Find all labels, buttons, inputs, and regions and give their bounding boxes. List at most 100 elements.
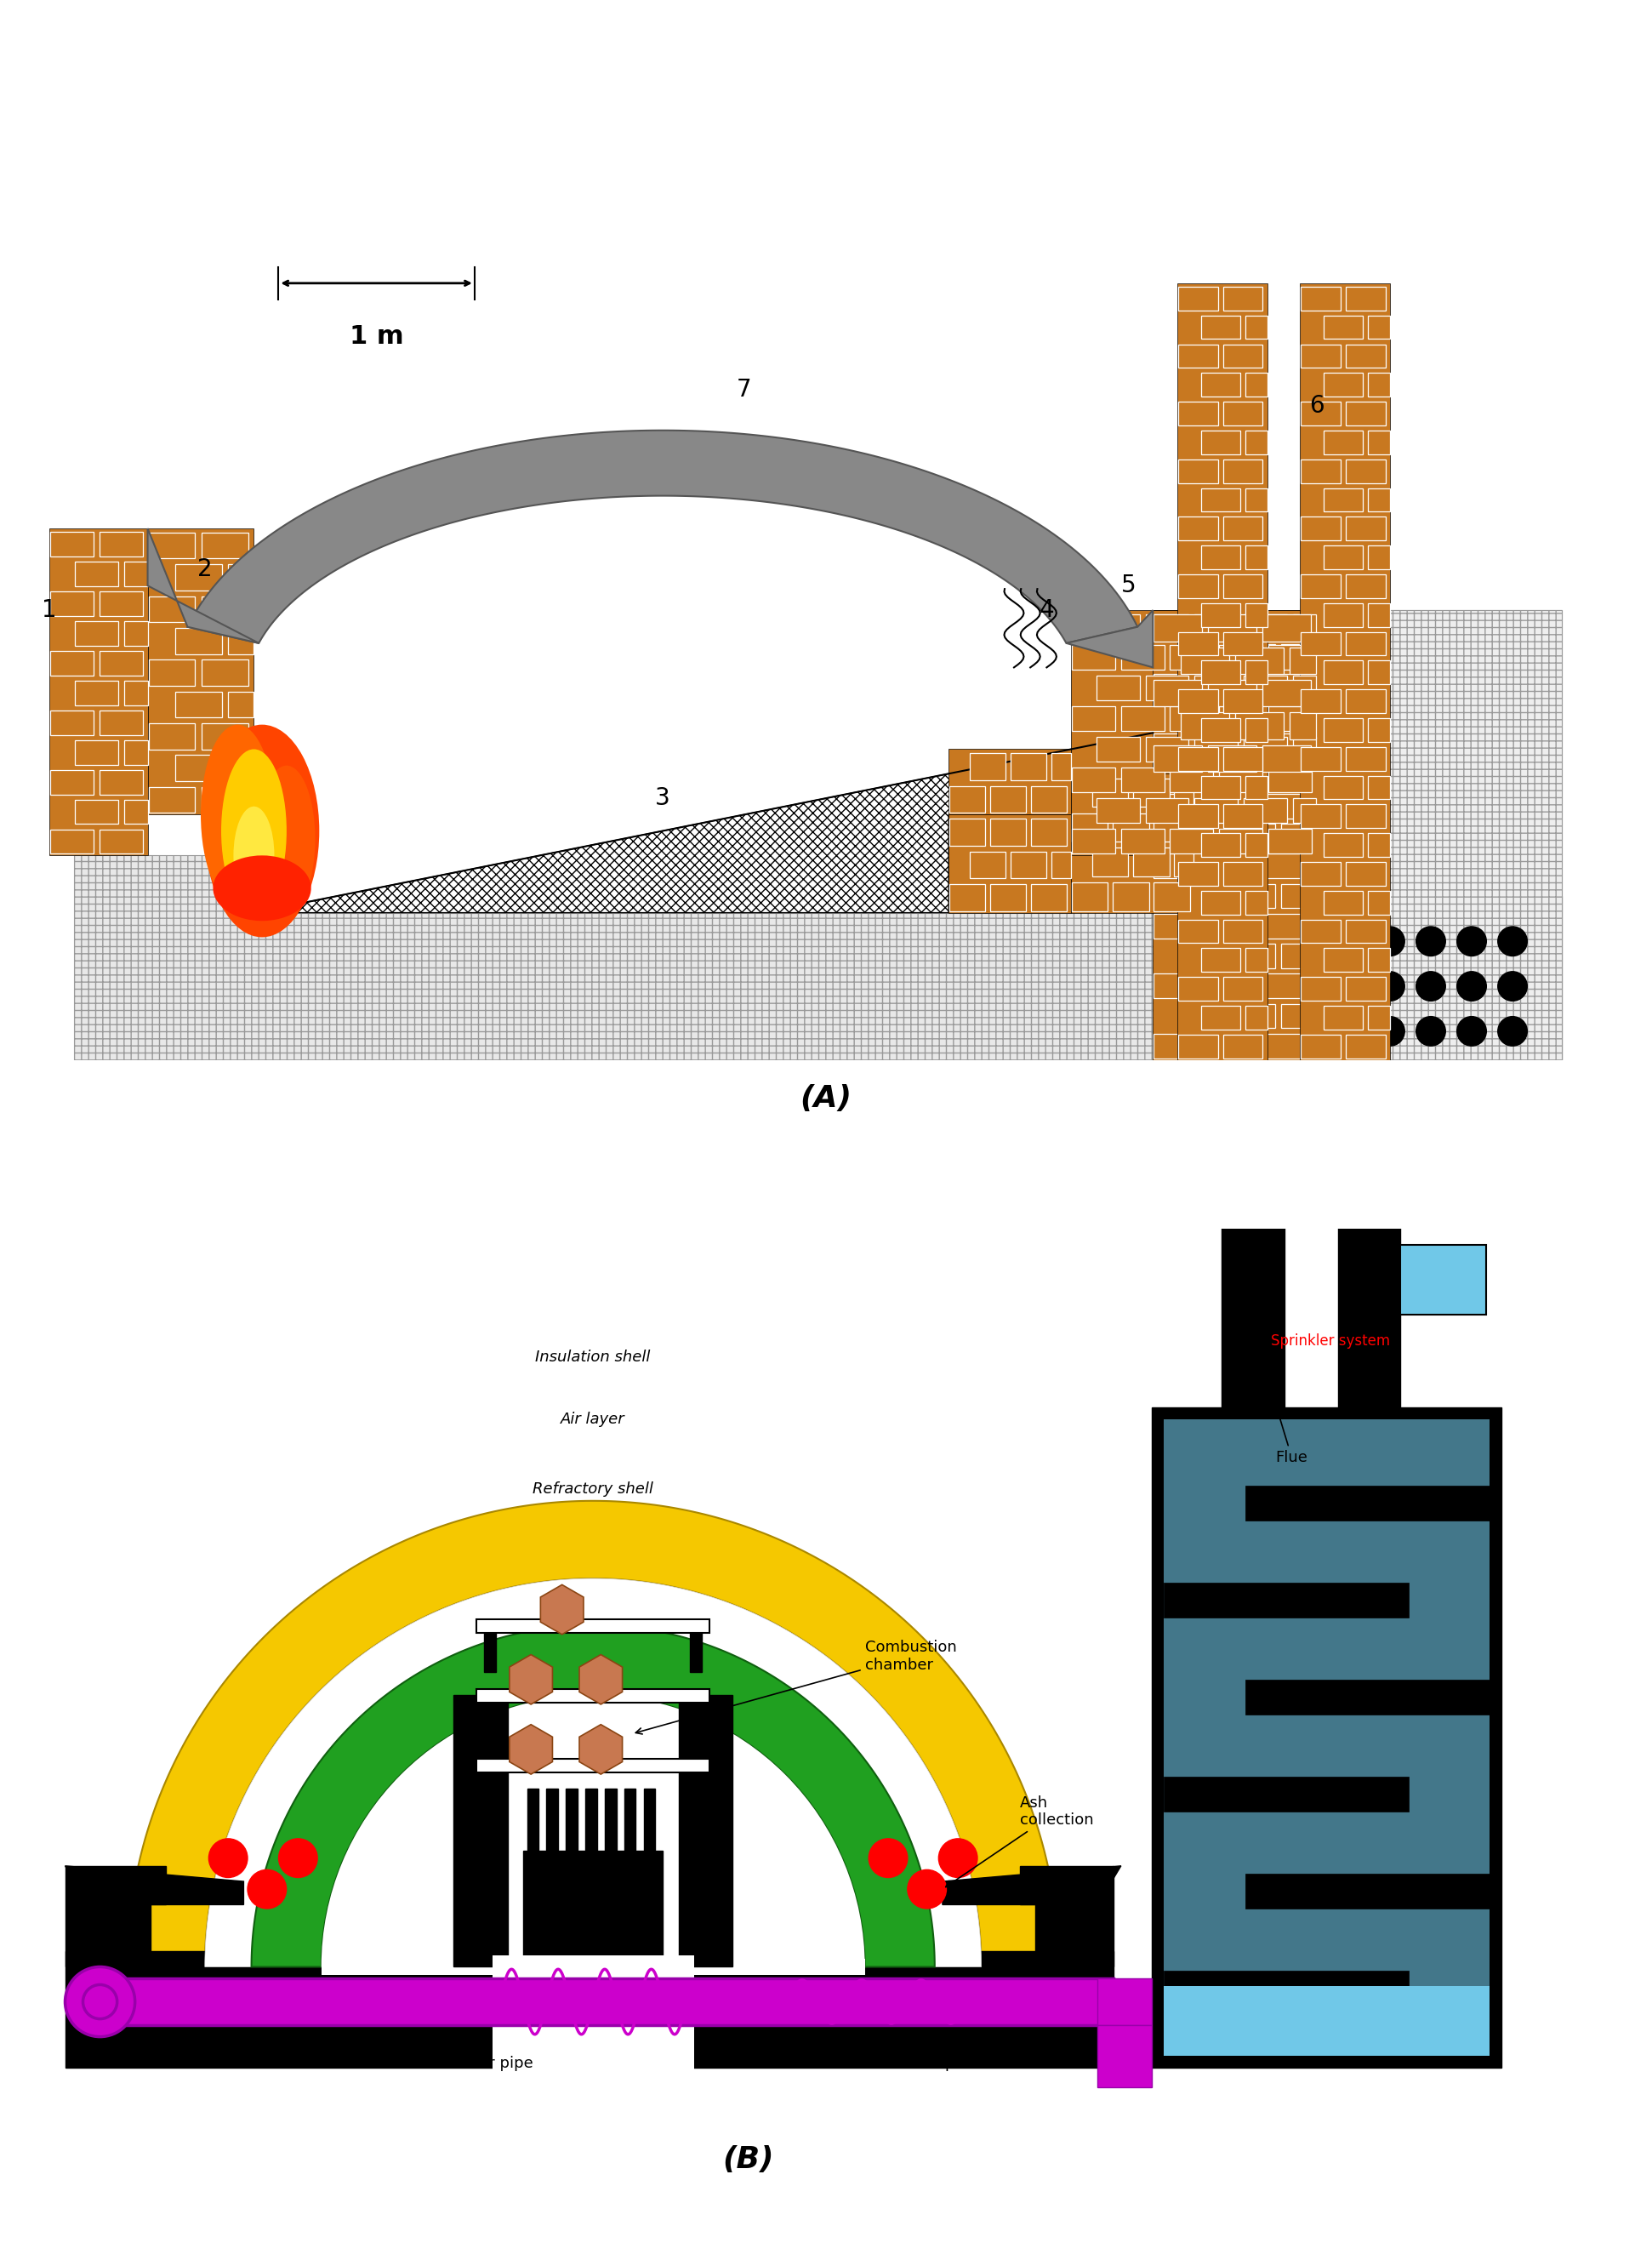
Bar xyxy=(1178,344,1218,368)
Text: Air layer: Air layer xyxy=(562,1410,624,1426)
Bar xyxy=(89,1978,1113,2025)
Bar xyxy=(1262,615,1310,642)
Bar xyxy=(1180,764,1224,789)
Bar xyxy=(1244,737,1287,762)
Bar xyxy=(1307,673,1351,698)
Bar xyxy=(1070,773,1194,913)
Circle shape xyxy=(1213,1017,1241,1046)
Bar xyxy=(1201,545,1241,570)
Ellipse shape xyxy=(202,725,274,904)
Bar xyxy=(1153,615,1201,642)
Polygon shape xyxy=(147,529,1153,913)
Bar xyxy=(691,1702,702,1742)
Circle shape xyxy=(1252,1017,1282,1046)
Bar xyxy=(50,592,94,617)
Bar xyxy=(948,748,1070,814)
Bar xyxy=(1256,793,1300,818)
Bar xyxy=(50,651,94,676)
Bar xyxy=(1333,825,1358,848)
Bar xyxy=(1231,825,1275,848)
Bar xyxy=(1368,488,1389,511)
Text: (B): (B) xyxy=(722,2145,775,2174)
Bar xyxy=(1178,1035,1218,1058)
Bar xyxy=(1300,861,1340,886)
Polygon shape xyxy=(251,1625,935,1966)
Bar xyxy=(1219,705,1262,732)
Bar xyxy=(1178,861,1218,886)
Bar xyxy=(1201,1006,1241,1031)
Bar xyxy=(1323,890,1363,915)
Bar xyxy=(1292,798,1317,823)
Bar xyxy=(1401,1245,1487,1315)
Bar xyxy=(1333,945,1358,967)
Bar xyxy=(1052,852,1070,879)
Bar xyxy=(320,1959,866,1975)
Bar xyxy=(1300,633,1340,655)
Bar xyxy=(1300,920,1340,942)
Circle shape xyxy=(938,1840,978,1878)
Bar xyxy=(1323,1006,1363,1031)
Polygon shape xyxy=(64,1867,244,1905)
Bar xyxy=(1269,644,1312,669)
Bar xyxy=(1368,775,1389,800)
Bar xyxy=(1031,786,1067,814)
Bar xyxy=(1307,735,1351,759)
Bar xyxy=(1181,646,1229,673)
Polygon shape xyxy=(1021,1867,1113,1966)
Bar xyxy=(175,692,221,719)
Bar xyxy=(1256,673,1300,698)
Bar xyxy=(1219,644,1262,669)
Bar xyxy=(1222,748,1262,771)
Text: 1 m: 1 m xyxy=(350,323,403,348)
Bar xyxy=(1256,854,1300,879)
Bar xyxy=(1204,673,1251,698)
Bar xyxy=(1300,459,1340,484)
Bar xyxy=(1236,646,1284,673)
Bar xyxy=(1092,777,1128,807)
Bar xyxy=(1180,825,1224,848)
Bar xyxy=(74,680,117,705)
Bar xyxy=(1208,615,1256,642)
Text: Deposition box: Deposition box xyxy=(923,2057,1039,2070)
Bar xyxy=(1133,777,1170,807)
Bar xyxy=(1204,974,1251,999)
Bar xyxy=(1178,282,1267,1060)
Bar xyxy=(228,628,254,653)
Text: Combustion
chamber: Combustion chamber xyxy=(636,1641,957,1733)
Bar xyxy=(1300,282,1389,1060)
Circle shape xyxy=(1498,927,1526,956)
Polygon shape xyxy=(188,429,1138,644)
Text: Ash
collection: Ash collection xyxy=(945,1794,1094,1887)
Bar xyxy=(1323,834,1363,857)
Bar xyxy=(1011,852,1047,879)
Bar xyxy=(1246,949,1267,972)
Bar xyxy=(1346,287,1386,310)
Bar xyxy=(1153,673,1199,698)
Bar xyxy=(1204,913,1251,938)
Circle shape xyxy=(1498,972,1526,1001)
Bar xyxy=(149,660,195,685)
Text: 6: 6 xyxy=(1308,393,1323,418)
Bar xyxy=(1300,574,1340,599)
Bar xyxy=(1153,884,1189,911)
Polygon shape xyxy=(205,1577,981,1966)
Circle shape xyxy=(208,1840,248,1878)
Bar xyxy=(1300,518,1340,540)
Bar xyxy=(1246,1679,1490,1715)
Bar xyxy=(1163,1776,1409,1813)
Bar xyxy=(1246,1874,1490,1910)
Bar xyxy=(99,829,142,854)
Bar xyxy=(585,1788,596,1867)
Bar xyxy=(1307,913,1351,938)
Bar xyxy=(1153,974,1199,999)
Bar xyxy=(950,786,985,814)
Bar xyxy=(1292,676,1317,701)
Bar xyxy=(149,597,195,622)
Bar xyxy=(1163,1971,1409,2005)
Bar xyxy=(1204,793,1251,818)
Bar xyxy=(1300,976,1340,1001)
Bar xyxy=(1145,676,1189,701)
Bar xyxy=(1300,344,1340,368)
Bar xyxy=(1163,1582,1409,1618)
Text: 7: 7 xyxy=(737,377,752,402)
